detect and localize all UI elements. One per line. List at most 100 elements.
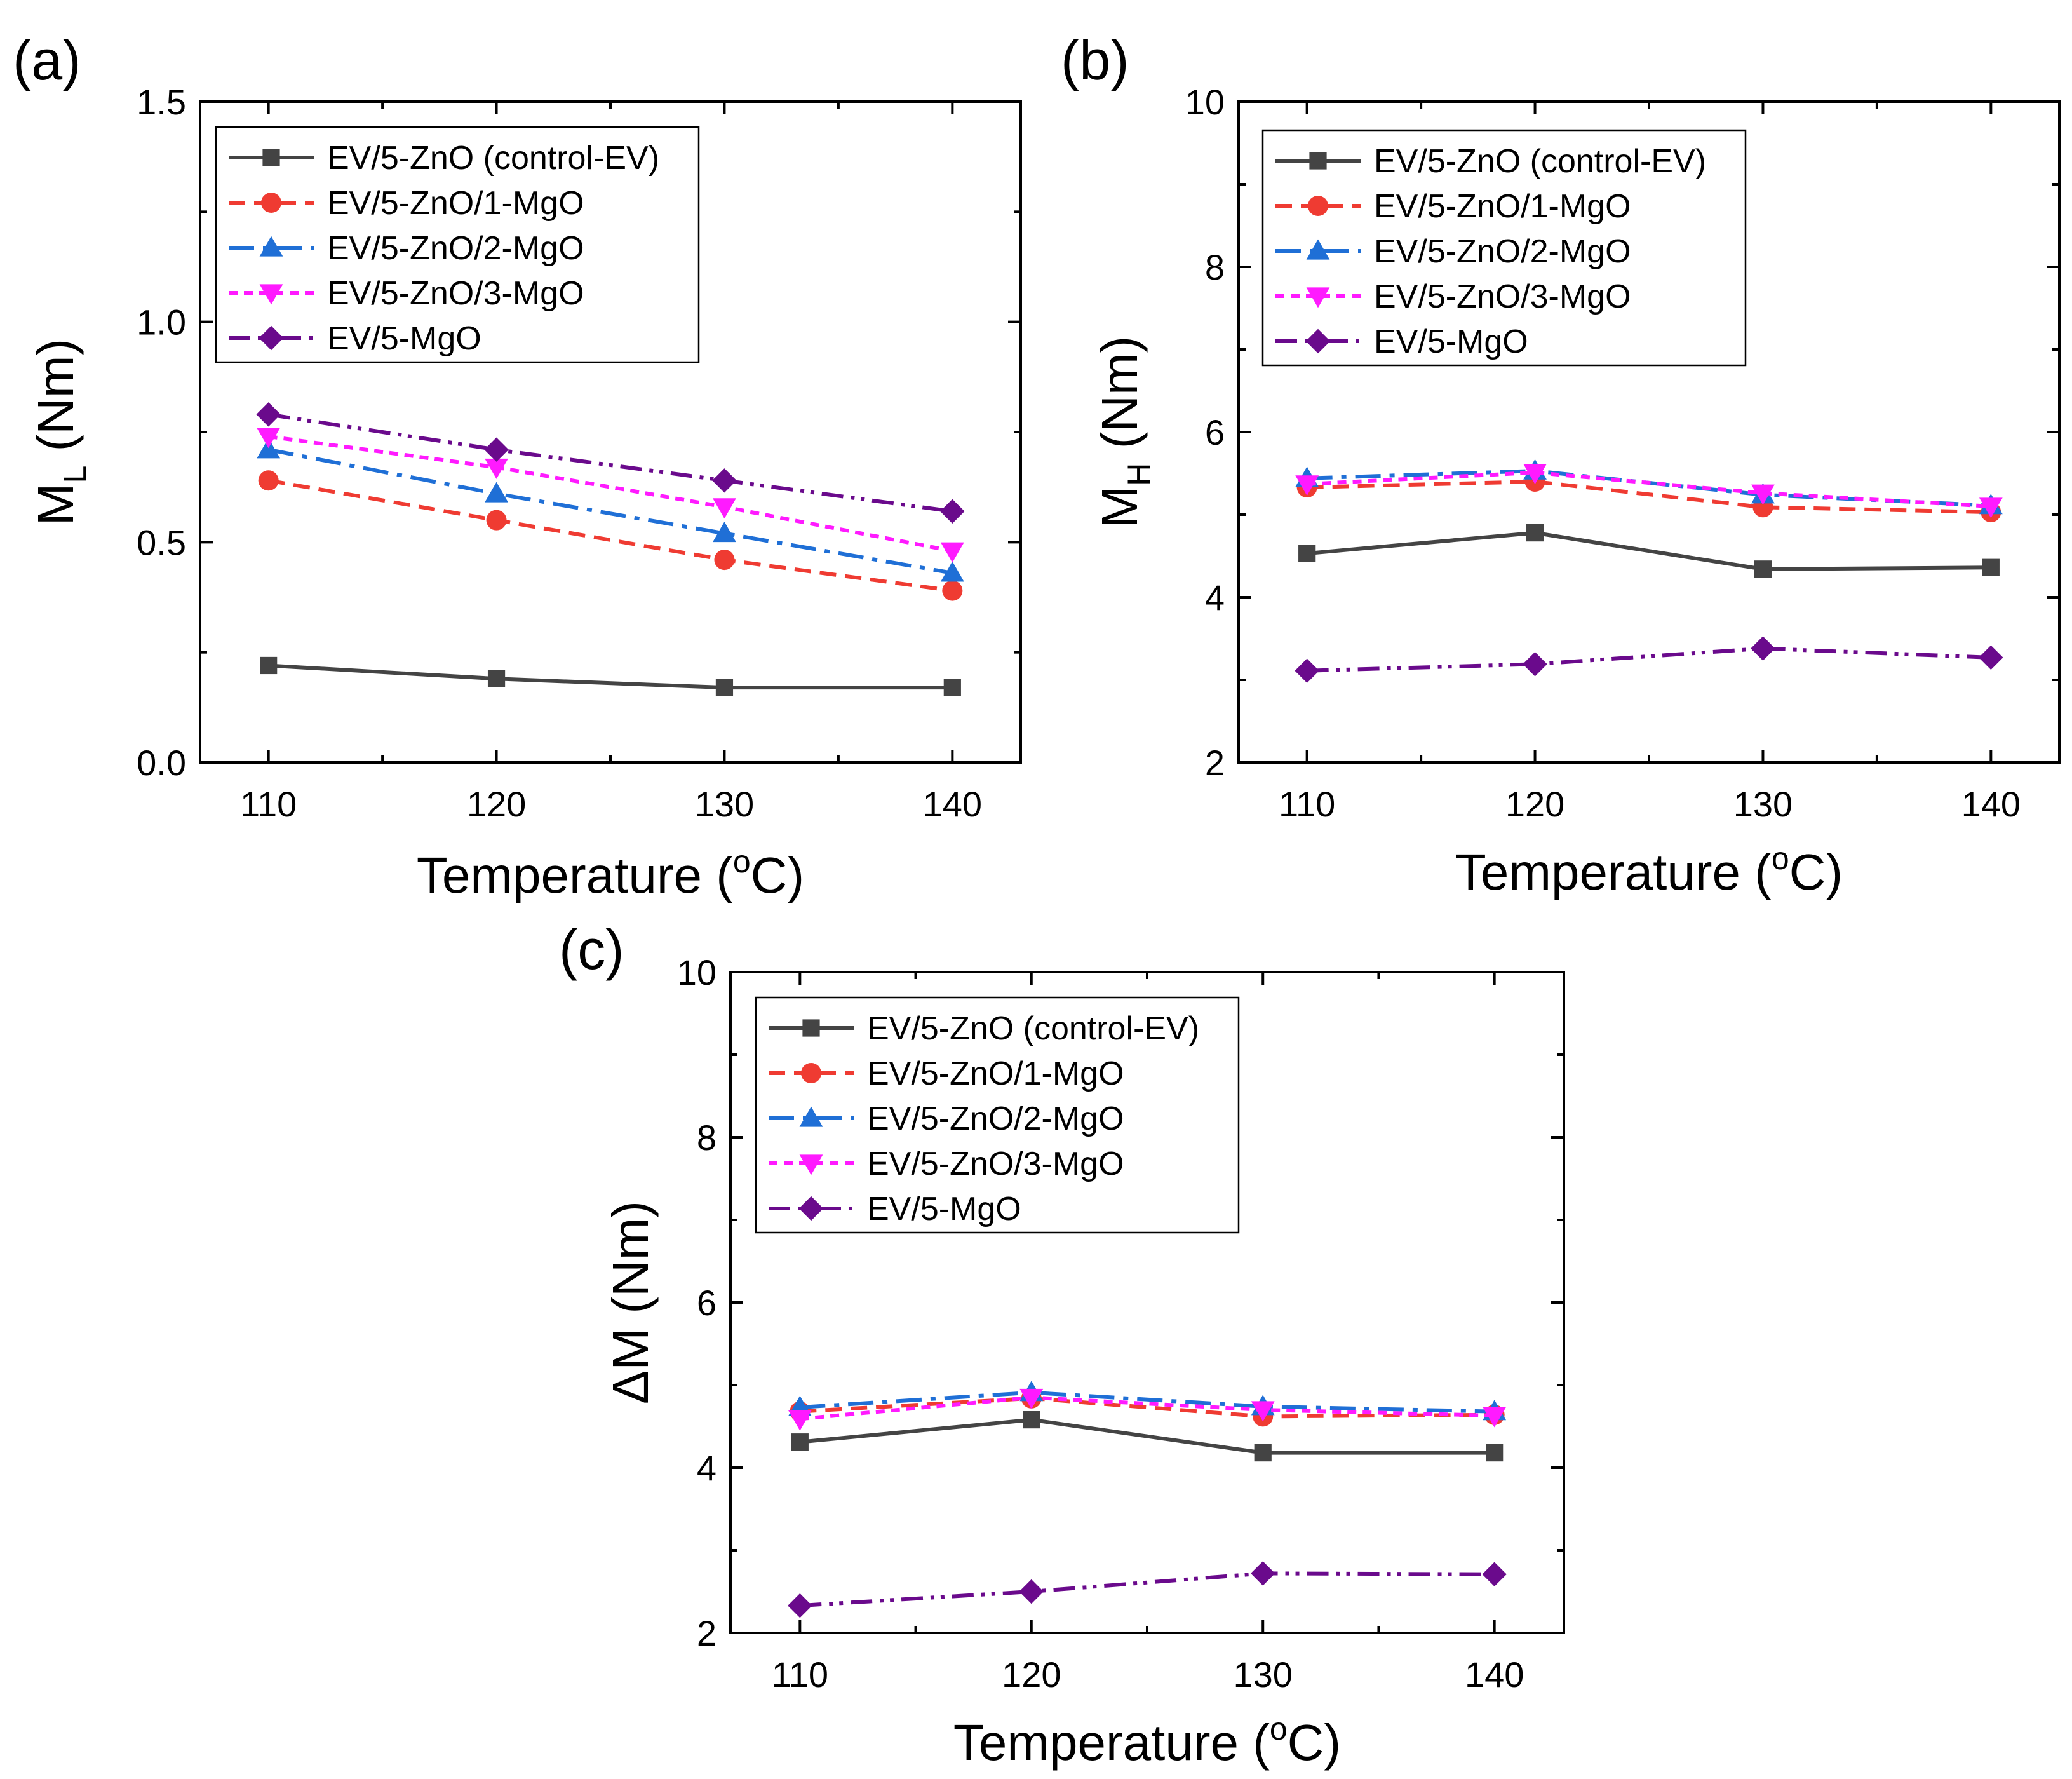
- data-point: [940, 499, 965, 524]
- y-tick-label: 1.0: [137, 302, 186, 342]
- data-point: [943, 679, 961, 696]
- y-tick-label: 4: [1205, 578, 1225, 618]
- data-point: [940, 542, 964, 563]
- x-tick-label: 140: [923, 784, 982, 824]
- x-tick-label: 120: [467, 784, 526, 824]
- y-tick-label: 8: [697, 1118, 716, 1158]
- series-1: [1298, 524, 2000, 578]
- series-line: [1307, 531, 1991, 571]
- data-point: [1751, 636, 1775, 661]
- legend-label: EV/5-MgO: [327, 320, 481, 357]
- data-point: [485, 458, 508, 479]
- series-4: [1295, 464, 2003, 518]
- data-point: [788, 1410, 812, 1431]
- x-tick-label: 120: [1002, 1654, 1061, 1694]
- data-point: [942, 580, 963, 601]
- series-line: [268, 447, 953, 575]
- series-5: [788, 1561, 1507, 1618]
- data-point: [1523, 464, 1547, 485]
- legend-swatch-marker: [1306, 239, 1330, 260]
- legend-label: EV/5-ZnO/3-MgO: [327, 275, 584, 312]
- series-line: [800, 1390, 1495, 1414]
- data-point: [1019, 1388, 1044, 1409]
- data-point: [1526, 524, 1544, 542]
- data-point: [485, 482, 508, 503]
- x-axis-title-sup: o: [733, 844, 751, 879]
- series-3: [257, 438, 964, 582]
- x-axis-title-main: Temperature (: [1455, 844, 1772, 900]
- data-point: [1751, 484, 1775, 505]
- data-point: [1254, 1444, 1272, 1462]
- y-axis-title: ΔM (Nm): [602, 1201, 659, 1404]
- x-axis-title-sup: o: [1772, 841, 1789, 876]
- legend-label: EV/5-MgO: [1374, 323, 1528, 360]
- legend-swatch-marker: [261, 193, 281, 213]
- data-point: [940, 561, 964, 582]
- data-point: [1754, 560, 1772, 578]
- legend-label: EV/5-ZnO (control-EV): [1374, 143, 1706, 180]
- legend-label: EV/5-ZnO/1-MgO: [867, 1055, 1124, 1092]
- x-axis-title: Temperature (oC): [953, 1711, 1341, 1771]
- data-point: [712, 468, 737, 493]
- y-axis-title-main: ΔM: [602, 1328, 659, 1404]
- legend-box: [215, 126, 700, 363]
- series-line: [1307, 480, 1991, 515]
- chart-panel-3: (c) 110 120 130 140 2 4 6 8 10 Temperature (oC) ΔM …: [559, 918, 1565, 1771]
- data-point: [714, 550, 735, 571]
- y-tick-label: 0.0: [137, 743, 186, 783]
- panel-label: (b): [1061, 29, 1129, 91]
- data-point: [1251, 1401, 1275, 1422]
- legend-swatch-marker: [798, 1196, 824, 1221]
- x-axis-title: Temperature (oC): [417, 844, 804, 903]
- series-5: [256, 402, 965, 524]
- data-point: [1298, 545, 1316, 562]
- x-tick-label: 130: [1234, 1654, 1293, 1694]
- data-point: [1486, 1444, 1504, 1462]
- y-tick-label: 1.5: [137, 82, 186, 122]
- y-axis-title-sub: L: [57, 466, 93, 484]
- series-line: [1307, 646, 1991, 673]
- data-point: [260, 656, 278, 675]
- data-point: [257, 428, 281, 449]
- data-point: [1295, 475, 1319, 496]
- legend-swatch-marker: [1309, 152, 1327, 170]
- x-tick-label: 120: [1505, 784, 1564, 824]
- data-point: [487, 670, 506, 687]
- y-tick-label: 0.5: [137, 522, 186, 562]
- legend-label: EV/5-ZnO (control-EV): [327, 140, 659, 177]
- legend-label: EV/5-ZnO/1-MgO: [1374, 188, 1631, 225]
- data-point: [791, 1433, 809, 1451]
- y-tick-label: 6: [697, 1283, 716, 1323]
- x-tick-label: 110: [772, 1654, 828, 1694]
- series-line: [268, 412, 953, 513]
- data-point: [713, 522, 736, 543]
- legend-swatch-marker: [1308, 196, 1328, 216]
- legend-label: EV/5-ZnO/2-MgO: [327, 230, 584, 267]
- series-5: [1295, 636, 2003, 683]
- legend-label: EV/5-ZnO/3-MgO: [867, 1146, 1124, 1182]
- y-tick-label: 4: [697, 1448, 716, 1488]
- legend-swatch-marker: [802, 1019, 820, 1037]
- series-line: [268, 663, 953, 690]
- series-1: [260, 656, 961, 696]
- series-line: [800, 1395, 1495, 1421]
- x-tick-label: 130: [1733, 784, 1793, 824]
- legend-swatch-marker: [801, 1063, 821, 1083]
- legend-label: EV/5-ZnO/2-MgO: [867, 1100, 1124, 1137]
- series-2: [790, 1388, 1505, 1427]
- x-tick-label: 110: [1279, 784, 1335, 824]
- series-3: [1295, 459, 2003, 515]
- legend-label: EV/5-ZnO/1-MgO: [327, 185, 584, 222]
- data-point: [486, 510, 507, 531]
- data-point: [1251, 1561, 1275, 1586]
- y-tick-label: 2: [1205, 743, 1225, 783]
- data-point: [788, 1593, 812, 1618]
- data-point: [256, 402, 281, 427]
- data-point: [258, 470, 279, 491]
- legend-label: EV/5-MgO: [867, 1191, 1021, 1228]
- series-line: [800, 1396, 1495, 1419]
- panel-label: (c): [559, 918, 624, 981]
- y-tick-label: 2: [697, 1613, 716, 1653]
- x-axis-title-main: Temperature (: [417, 847, 733, 903]
